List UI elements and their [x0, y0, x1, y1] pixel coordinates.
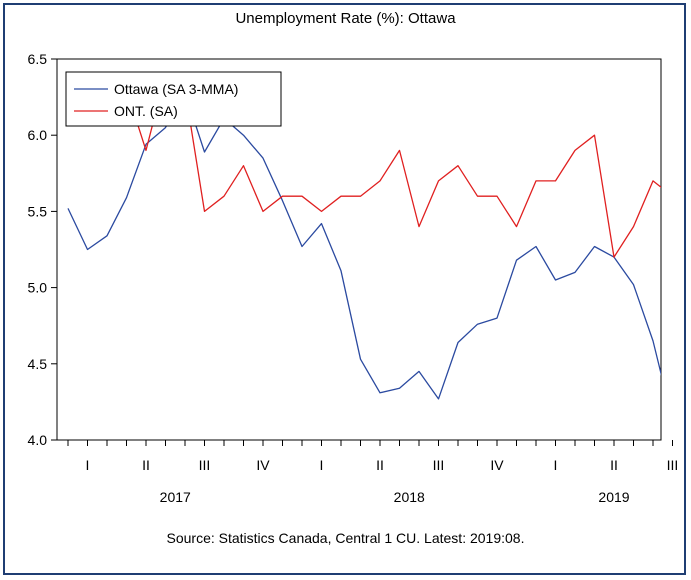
- legend-label-1: ONT. (SA): [114, 103, 178, 119]
- y-tick-label-0: 4.0: [28, 432, 48, 448]
- source-note: Source: Statistics Canada, Central 1 CU.…: [166, 530, 525, 546]
- y-tick-label-1: 4.5: [28, 356, 48, 372]
- quarter-label-6: III: [433, 457, 445, 473]
- year-label-2017: 2017: [160, 489, 191, 505]
- y-tick-label-3: 5.5: [28, 203, 48, 219]
- quarter-label-5: II: [376, 457, 384, 473]
- legend-box: [65, 71, 282, 127]
- quarter-label-8: I: [554, 457, 558, 473]
- quarter-label-9: II: [610, 457, 618, 473]
- quarter-label-1: II: [142, 457, 150, 473]
- y-tick-label-5: 6.5: [28, 51, 48, 67]
- quarter-label-10: III: [667, 457, 679, 473]
- y-tick-label-4: 6.0: [28, 127, 48, 143]
- series-line-1: [125, 73, 661, 258]
- quarter-label-2: III: [199, 457, 211, 473]
- y-tick-label-2: 5.0: [28, 280, 48, 296]
- year-label-2019: 2019: [598, 489, 629, 505]
- quarter-label-7: IV: [490, 457, 504, 473]
- quarter-label-3: IV: [256, 457, 270, 473]
- quarter-label-4: I: [320, 457, 324, 473]
- legend-label-0: Ottawa (SA 3-MMA): [114, 81, 238, 97]
- year-label-2018: 2018: [394, 489, 425, 505]
- chart-title: Unemployment Rate (%): Ottawa: [235, 10, 456, 27]
- quarter-label-0: I: [86, 457, 90, 473]
